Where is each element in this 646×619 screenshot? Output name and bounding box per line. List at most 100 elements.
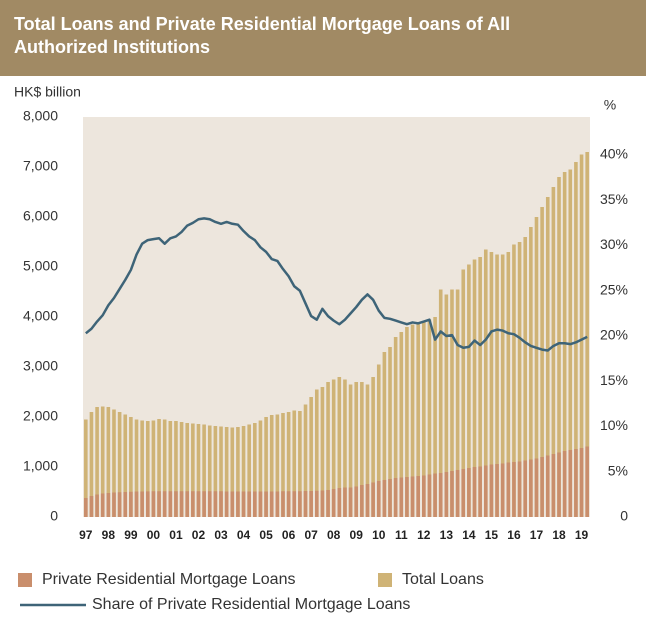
tick-label: 25%: [600, 281, 628, 297]
bar: [354, 486, 359, 517]
bar: [388, 347, 392, 517]
bar: [275, 491, 280, 517]
x-tick-label: 14: [462, 528, 476, 542]
bar: [568, 450, 573, 517]
bar: [241, 491, 246, 517]
tick-label: 5,000: [23, 258, 58, 274]
x-tick-label: 07: [304, 528, 318, 542]
bar: [376, 364, 381, 517]
bar: [534, 217, 539, 517]
bar: [213, 491, 218, 517]
x-tick-label: 03: [214, 528, 228, 542]
bar: [134, 419, 139, 517]
bar: [371, 482, 375, 517]
bar: [495, 254, 499, 517]
legend-swatch: [378, 573, 392, 587]
bar: [140, 420, 144, 517]
bar: [388, 479, 392, 517]
bar: [303, 404, 308, 517]
x-tick-label: 00: [147, 528, 161, 542]
bar: [230, 491, 235, 517]
bar: [106, 493, 111, 517]
bar: [523, 460, 528, 517]
bar: [444, 294, 449, 517]
bar: [438, 473, 443, 517]
bar: [84, 419, 88, 517]
bar: [185, 491, 190, 517]
bar: [84, 498, 88, 517]
bar: [433, 473, 437, 517]
bar: [579, 448, 584, 517]
x-tick-label: 08: [327, 528, 341, 542]
bar: [517, 242, 522, 517]
bar: [455, 289, 460, 517]
bar: [467, 264, 471, 517]
x-tick-label: 19: [575, 528, 589, 542]
bar: [320, 387, 325, 517]
tick-label: 0: [50, 508, 58, 524]
bar: [360, 485, 364, 517]
bar: [145, 421, 150, 517]
bar: [506, 462, 511, 517]
legend-label: Private Residential Mortgage Loans: [42, 571, 295, 588]
legend-swatch: [18, 573, 32, 587]
bar: [269, 491, 274, 517]
bar: [399, 332, 404, 517]
bar: [140, 491, 144, 517]
bar: [264, 417, 268, 517]
bar: [574, 449, 578, 517]
bar: [264, 491, 268, 517]
bar: [100, 493, 105, 517]
bar: [258, 420, 263, 517]
bar: [405, 477, 409, 517]
bar: [145, 491, 150, 517]
bar: [489, 252, 494, 517]
bar: [309, 397, 313, 517]
bar: [410, 476, 415, 517]
bar: [551, 187, 556, 517]
bar: [202, 491, 206, 517]
bar: [151, 420, 156, 517]
bar: [562, 451, 567, 517]
bar: [472, 467, 477, 517]
tick-label: 0: [620, 508, 628, 524]
bar: [179, 422, 184, 517]
bar: [393, 337, 398, 517]
bar: [427, 319, 432, 517]
bar: [123, 492, 128, 517]
bar: [331, 489, 336, 517]
bar: [540, 207, 544, 517]
tick-label: 3,000: [23, 358, 58, 374]
bar: [112, 409, 116, 517]
bar: [376, 481, 381, 517]
bar: [191, 491, 195, 517]
bar: [478, 466, 482, 517]
bar: [95, 494, 99, 517]
bar: [117, 412, 122, 517]
bar: [157, 419, 161, 517]
bar: [314, 490, 319, 517]
bar: [438, 289, 443, 517]
bar: [472, 259, 477, 517]
x-tick-label: 05: [259, 528, 273, 542]
bar: [483, 465, 488, 517]
x-tick-label: 18: [552, 528, 566, 542]
bar: [174, 421, 178, 517]
bar: [269, 415, 274, 517]
bar: [106, 407, 111, 517]
bar: [551, 454, 556, 517]
bar: [534, 458, 539, 517]
bar: [157, 491, 161, 517]
y-axis-label: HK$ billion: [14, 84, 81, 100]
bar: [422, 475, 426, 517]
legend-label: Share of Private Residential Mortgage Lo…: [92, 596, 410, 613]
bar: [219, 491, 223, 517]
bar: [529, 459, 533, 517]
bar: [433, 317, 437, 517]
x-tick-label: 17: [530, 528, 544, 542]
bar: [207, 425, 212, 517]
chart-title: Total Loans and Private Residential Mort…: [14, 14, 511, 57]
bar: [455, 470, 460, 517]
x-tick-label: 12: [417, 528, 431, 542]
